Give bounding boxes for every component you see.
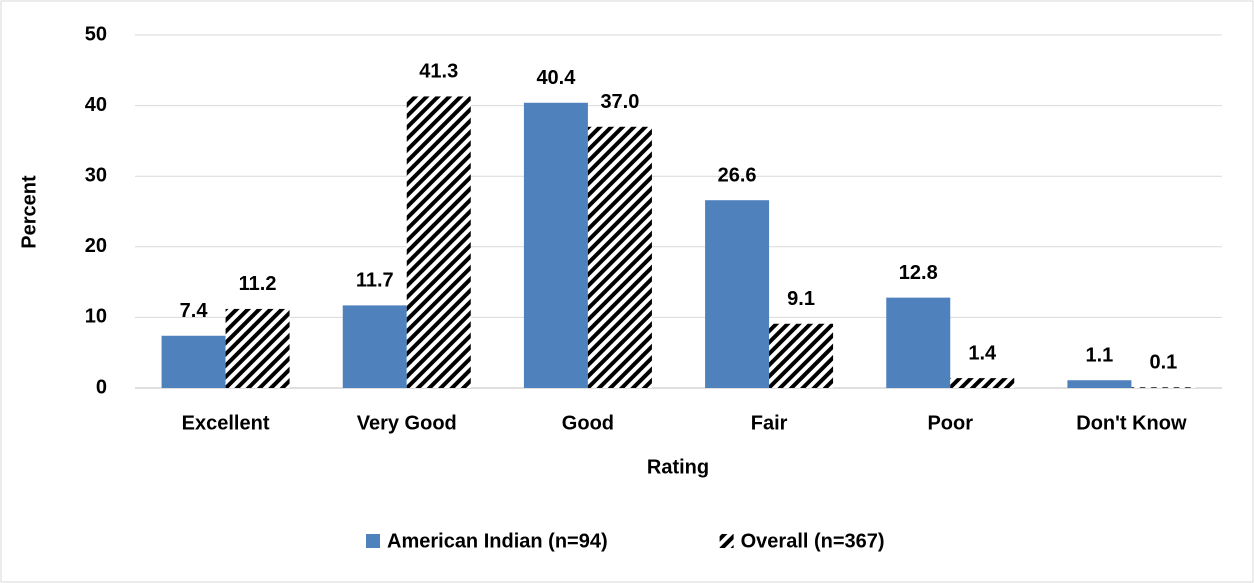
x-tick-label: Excellent: [182, 412, 270, 434]
value-label: 1.4: [968, 342, 997, 364]
y-axis-title: Percent: [18, 175, 40, 249]
bar: [225, 308, 290, 388]
bar: [886, 297, 951, 388]
bar: [587, 126, 652, 388]
bar: [1067, 380, 1132, 388]
bar: [769, 323, 834, 388]
bar: [1131, 387, 1196, 388]
y-tick-label: 50: [85, 23, 107, 45]
value-label: 12.8: [899, 262, 938, 284]
value-label: 11.2: [239, 273, 277, 295]
x-tick-label: Very Good: [357, 412, 457, 434]
bar: [705, 200, 770, 388]
value-label: 40.4: [536, 67, 576, 89]
legend-label: Overall (n=367): [741, 530, 885, 552]
legend-swatch: [366, 534, 380, 548]
value-label: 37.0: [600, 91, 639, 113]
x-tick-label: Don't Know: [1076, 412, 1187, 434]
y-tick-label: 30: [85, 164, 107, 186]
y-tick-label: 0: [96, 376, 107, 398]
value-label: 1.1: [1086, 345, 1114, 367]
value-label: 11.7: [356, 270, 394, 292]
bar: [161, 335, 226, 388]
bar: [342, 305, 407, 388]
legend-swatch: [719, 534, 734, 548]
bar: [406, 96, 471, 388]
x-tick-label: Good: [562, 412, 614, 434]
bar: [523, 102, 588, 388]
value-label: 41.3: [419, 61, 458, 83]
y-tick-label: 10: [85, 306, 107, 328]
bar: [950, 378, 1015, 388]
x-axis-title: Rating: [647, 456, 709, 478]
value-label: 9.1: [787, 288, 815, 310]
y-tick-label: 20: [85, 235, 107, 257]
x-tick-label: Poor: [927, 412, 973, 434]
x-tick-label: Fair: [751, 412, 788, 434]
y-tick-label: 40: [85, 94, 107, 116]
value-label: 26.6: [718, 164, 757, 186]
legend-label: American Indian (n=94): [387, 530, 608, 552]
value-label: 0.1: [1150, 352, 1178, 374]
value-label: 7.4: [180, 300, 209, 322]
